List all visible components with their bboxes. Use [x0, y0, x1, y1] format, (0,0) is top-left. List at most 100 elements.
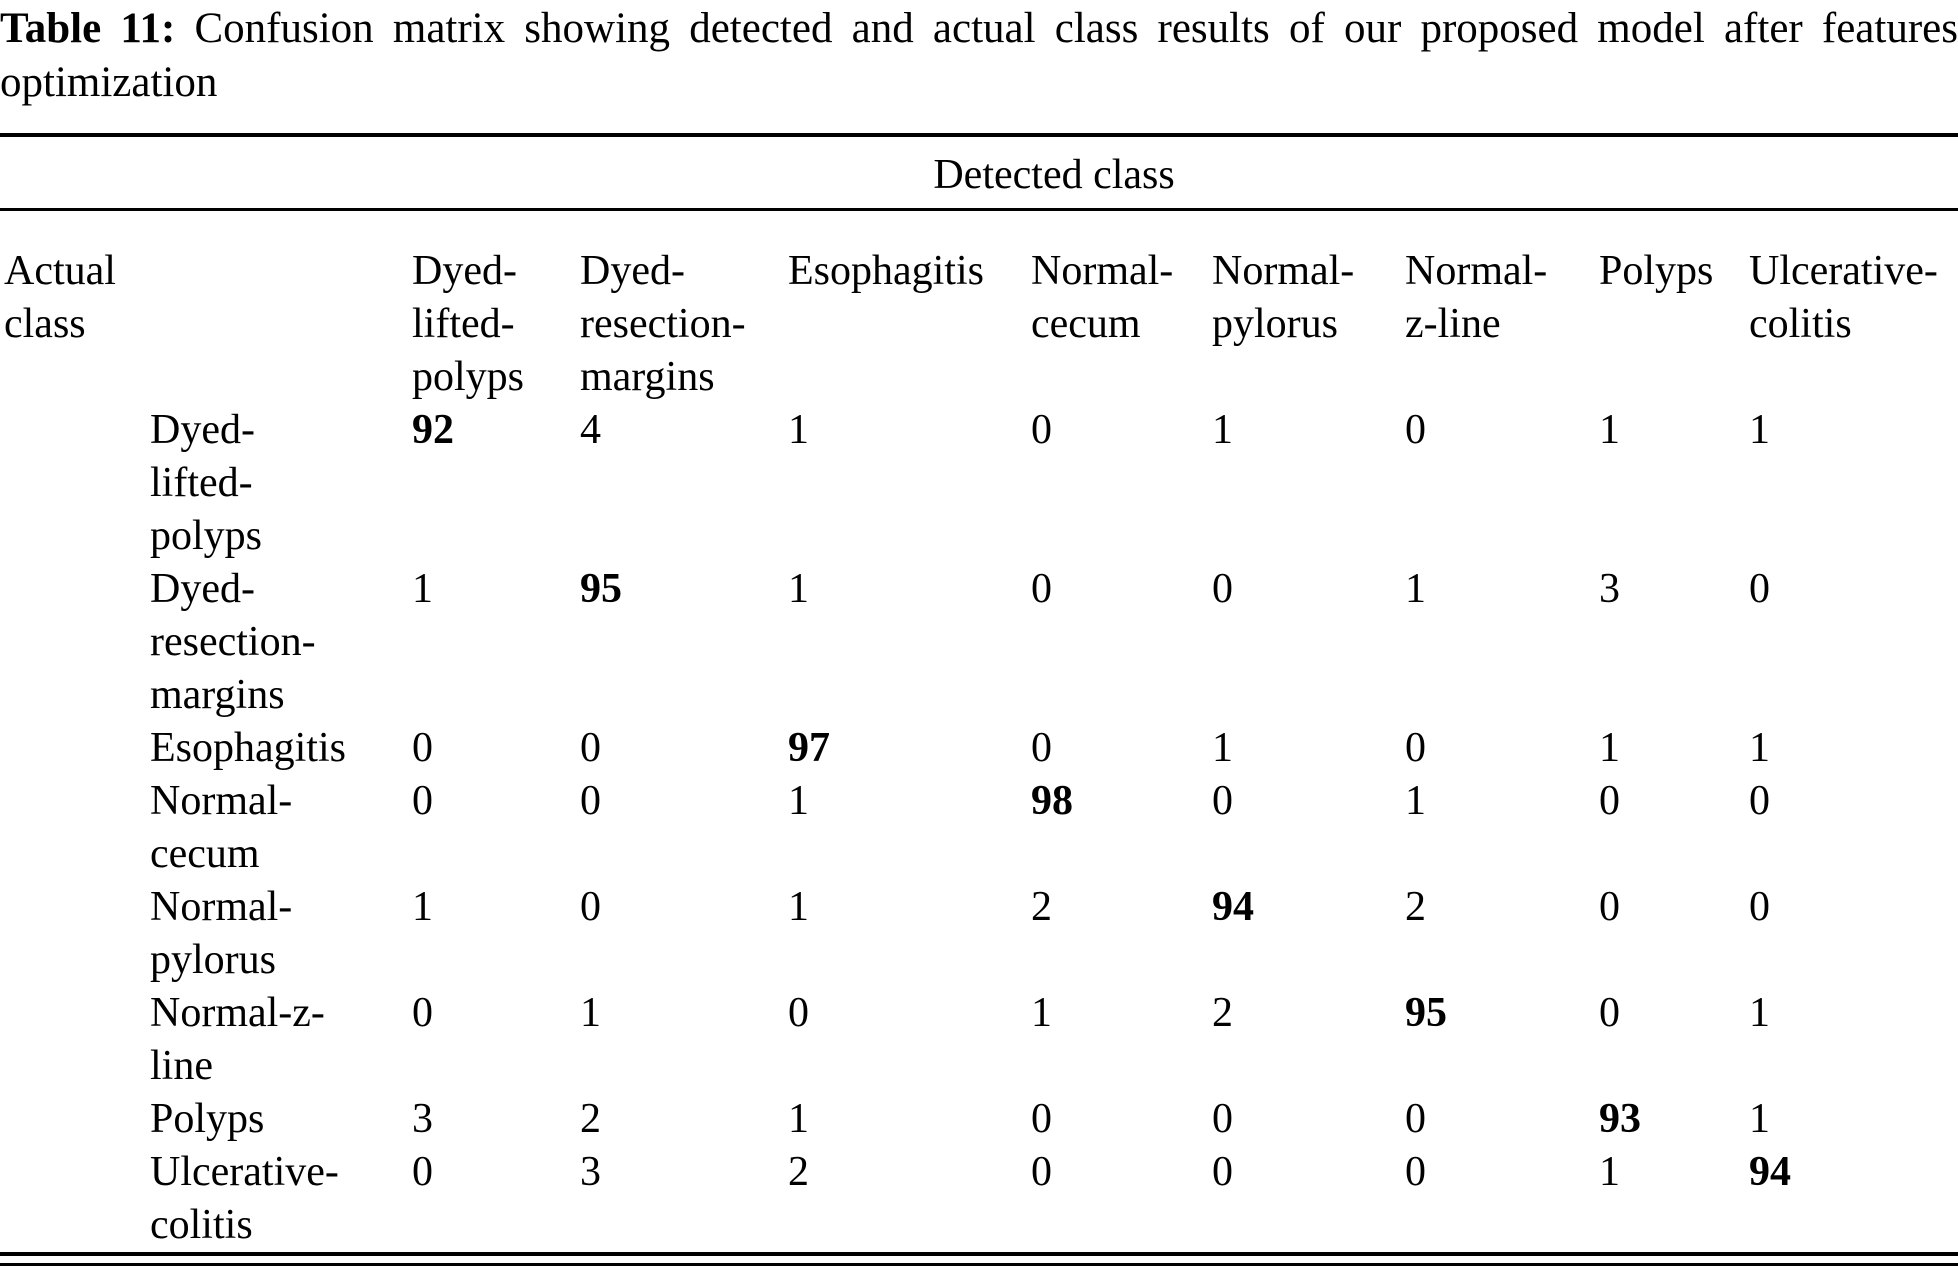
cell-value: 1	[1749, 1096, 1770, 1142]
cell-value: 0	[580, 778, 601, 824]
cell-value: 0	[1212, 566, 1233, 612]
cell-value: 94	[1212, 884, 1254, 930]
spacer-cell	[0, 135, 150, 211]
spacer-cell	[0, 722, 150, 775]
col-header-polyps: Polyps	[1599, 248, 1714, 294]
detected-class-row: Detected class	[0, 135, 1958, 211]
spacer-cell	[0, 987, 150, 1093]
column-header-row: Actual class Dyed-lifted-polyps Dyed-res…	[0, 210, 1958, 405]
cell-value: 95	[580, 566, 622, 612]
cell-value: 3	[580, 1149, 601, 1195]
cell-value: 0	[1031, 725, 1052, 771]
table-row-esophagitis: Esophagitis 0 0 97 0 1 0 1 1	[0, 722, 1958, 775]
cell-value: 1	[1405, 778, 1426, 824]
cell-value: 0	[1212, 1149, 1233, 1195]
row-label: Esophagitis	[150, 725, 346, 771]
cell-value: 1	[1031, 990, 1052, 1036]
cell-value: 0	[1599, 990, 1620, 1036]
table-caption-label: Table 11:	[0, 5, 176, 52]
table-row-ulcerative-colitis: Ulcerative-colitis 0 3 2 0 0 0 1 94	[0, 1146, 1958, 1254]
cell-value: 1	[1749, 725, 1770, 771]
cell-value: 2	[1031, 884, 1052, 930]
spacer-cell	[0, 404, 150, 563]
row-label: Normal-cecum	[150, 778, 293, 877]
row-label: Normal-pylorus	[150, 884, 293, 983]
cell-value: 0	[1031, 566, 1052, 612]
cell-value: 0	[412, 990, 433, 1036]
cell-value: 1	[1749, 407, 1770, 453]
table-caption-text: Confusion matrix showing detected and ac…	[0, 5, 1958, 106]
cell-value: 0	[1212, 778, 1233, 824]
spacer-cell	[0, 1146, 150, 1254]
cell-value: 0	[1749, 884, 1770, 930]
cell-value: 0	[1749, 566, 1770, 612]
col-header-normal-cecum: Normal-cecum	[1031, 248, 1174, 347]
cell-value: 1	[1212, 407, 1233, 453]
table-row-dyed-lifted-polyps: Dyed-lifted-polyps 92 4 1 0 1 0 1 1	[0, 404, 1958, 563]
cell-value: 0	[1405, 1149, 1426, 1195]
cell-value: 0	[412, 778, 433, 824]
table-caption: Table 11: Confusion matrix showing detec…	[0, 0, 1958, 110]
table-row-normal-z-line: Normal-z-line 0 1 0 1 2 95 0 1	[0, 987, 1958, 1093]
cell-value: 0	[1599, 778, 1620, 824]
spacer-cell	[150, 210, 412, 405]
cell-value: 0	[1405, 1096, 1426, 1142]
cell-value: 0	[580, 725, 601, 771]
cell-value: 0	[1599, 884, 1620, 930]
col-header-normal-z-line: Normal-z-line	[1405, 248, 1548, 347]
cell-value: 97	[788, 725, 830, 771]
cell-value: 1	[412, 566, 433, 612]
spacer-cell	[0, 775, 150, 881]
confusion-matrix-table: Detected class Actual class Dyed-lifted-…	[0, 133, 1958, 1256]
cell-value: 0	[1405, 725, 1426, 771]
table-row-polyps: Polyps 3 2 1 0 0 0 93 1	[0, 1093, 1958, 1146]
cell-value: 1	[788, 884, 809, 930]
cell-value: 0	[412, 1149, 433, 1195]
cell-value: 4	[580, 407, 601, 453]
cell-value: 1	[1212, 725, 1233, 771]
row-label: Ulcerative-colitis	[150, 1149, 339, 1248]
col-header-dyed-resection-margins: Dyed-resection-margins	[580, 248, 746, 400]
cell-value: 0	[1031, 1096, 1052, 1142]
cell-value: 1	[788, 1096, 809, 1142]
cell-value: 3	[412, 1096, 433, 1142]
cell-value: 0	[1031, 1149, 1052, 1195]
row-label: Normal-z-line	[150, 990, 325, 1089]
spacer-cell	[0, 881, 150, 987]
cell-value: 94	[1749, 1149, 1791, 1195]
cell-value: 1	[1749, 990, 1770, 1036]
row-label: Dyed-resection-margins	[150, 566, 316, 718]
table-row-normal-cecum: Normal-cecum 0 0 1 98 0 1 0 0	[0, 775, 1958, 881]
row-label: Dyed-lifted-polyps	[150, 407, 263, 559]
cell-value: 0	[412, 725, 433, 771]
cell-value: 1	[788, 407, 809, 453]
cell-value: 0	[788, 990, 809, 1036]
cell-value: 0	[1405, 407, 1426, 453]
cell-value: 1	[580, 990, 601, 1036]
cell-value: 0	[1749, 778, 1770, 824]
cell-value: 2	[1212, 990, 1233, 1036]
cell-value: 95	[1405, 990, 1447, 1036]
cell-value: 1	[788, 778, 809, 824]
cell-value: 1	[1405, 566, 1426, 612]
cell-value: 1	[412, 884, 433, 930]
cell-value: 2	[1405, 884, 1426, 930]
table-row-dyed-resection-margins: Dyed-resection-margins 1 95 1 0 0 1 3 0	[0, 563, 1958, 722]
spacer-cell	[0, 1093, 150, 1146]
cell-value: 0	[1031, 407, 1052, 453]
cell-value: 93	[1599, 1096, 1641, 1142]
col-header-esophagitis: Esophagitis	[788, 248, 984, 294]
cell-value: 1	[1599, 1149, 1620, 1195]
detected-class-header: Detected class	[150, 135, 1958, 211]
cell-value: 3	[1599, 566, 1620, 612]
cell-value: 98	[1031, 778, 1073, 824]
row-label: Polyps	[150, 1096, 265, 1142]
cell-value: 2	[580, 1096, 601, 1142]
col-header-ulcerative-colitis: Ulcerative-colitis	[1749, 248, 1938, 347]
table-row-normal-pylorus: Normal-pylorus 1 0 1 2 94 2 0 0	[0, 881, 1958, 987]
cell-value: 92	[412, 407, 454, 453]
table-bottom-rule	[0, 1263, 1958, 1266]
cell-value: 1	[788, 566, 809, 612]
cell-value: 0	[1212, 1096, 1233, 1142]
